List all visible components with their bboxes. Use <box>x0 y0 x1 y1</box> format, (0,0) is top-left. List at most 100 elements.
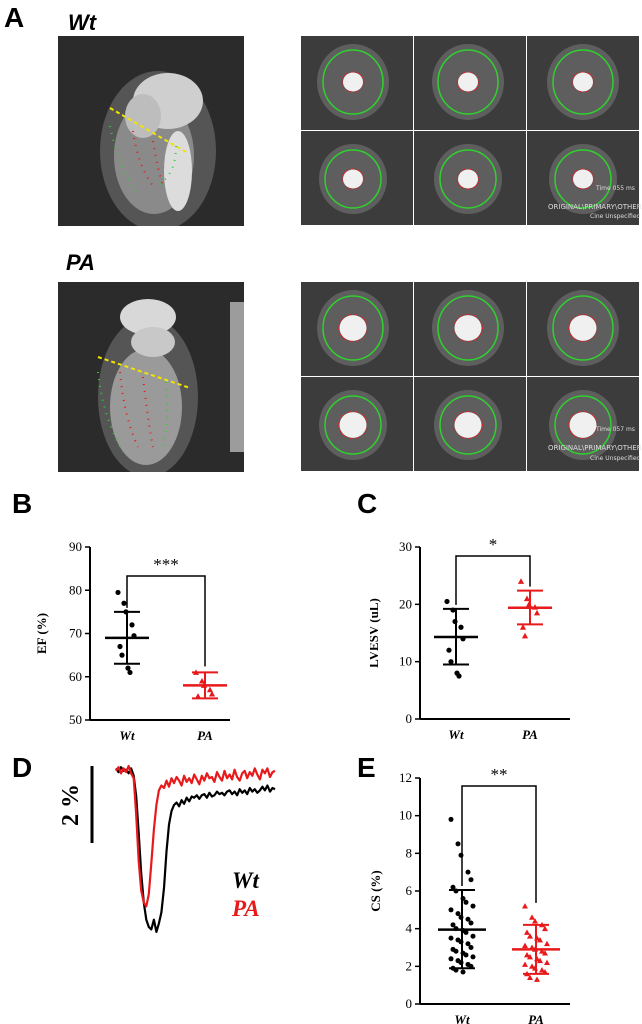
wt-slice-4 <box>301 131 413 225</box>
e-point-wt <box>470 903 476 909</box>
b-point-wt <box>117 643 123 650</box>
d-trace-wt <box>115 766 276 933</box>
pa-overlay-type: ORIGINAL\PRIMARY\OTHER <box>548 444 642 452</box>
b-point-wt <box>127 669 133 676</box>
e-y-tick-label: 10 <box>399 808 412 823</box>
e-point-wt <box>453 948 459 954</box>
c-y-axis-label: LVESV (uL) <box>370 598 381 668</box>
pa-long-axis-image <box>58 282 244 472</box>
c-significance-label: * <box>489 535 498 554</box>
e-point-wt <box>465 916 471 922</box>
wt-slice-2 <box>414 36 526 130</box>
b-x-category-label: Wt <box>119 728 135 743</box>
e-point-wt <box>465 941 471 947</box>
panel-label-b: B <box>12 488 33 519</box>
e-point-pa <box>527 974 533 981</box>
e-y-tick-label: 12 <box>399 770 412 785</box>
c-point-wt <box>448 659 454 665</box>
chart-calcium-traces: 2 % Wt PA <box>58 764 276 933</box>
c-x-category-label: Wt <box>448 727 464 742</box>
wt-slice-3 <box>527 36 639 130</box>
e-significance-bracket <box>461 785 537 903</box>
e-point-pa <box>522 961 528 967</box>
b-y-axis-label: EF (%) <box>34 613 49 654</box>
pa-overlay-time: Time 057 ms <box>596 426 635 433</box>
e-point-pa <box>529 963 535 969</box>
b-y-tick-label: 70 <box>69 626 82 641</box>
e-y-tick-label: 6 <box>406 883 413 898</box>
b-point-wt <box>125 665 131 671</box>
e-point-pa <box>527 953 533 960</box>
e-point-pa <box>537 936 543 943</box>
c-y-tick-label: 20 <box>399 596 412 611</box>
pa-slice-2 <box>414 282 526 376</box>
b-y-tick-label: 50 <box>69 712 82 727</box>
e-point-wt <box>470 954 476 960</box>
c-point-pa <box>533 609 541 616</box>
panel-label-e: E <box>357 752 376 783</box>
e-point-pa <box>539 967 545 973</box>
e-point-wt <box>455 841 461 847</box>
b-y-tick-label: 90 <box>69 539 82 554</box>
chart-lvesv: 0 10 20 30 LVESV (uL) Wt PA * <box>370 535 570 742</box>
wt-slice-1 <box>301 36 413 130</box>
e-y-tick-label: 8 <box>406 845 413 860</box>
e-point-wt <box>448 935 454 941</box>
c-significance-bracket <box>455 555 531 605</box>
pa-slice-6 <box>527 377 639 471</box>
c-point-wt <box>444 598 450 605</box>
e-point-pa <box>542 925 548 932</box>
e-point-pa <box>542 950 548 956</box>
b-x-category-label: PA <box>197 728 213 743</box>
e-point-pa <box>532 918 538 924</box>
panel-label-d: D <box>12 752 33 783</box>
e-point-pa <box>529 914 535 920</box>
pa-slice-4 <box>301 377 413 471</box>
mri-group-label-wt: Wt <box>68 10 97 35</box>
c-point-pa <box>517 578 525 584</box>
e-point-wt <box>463 952 469 958</box>
b-significance-bracket <box>126 575 206 667</box>
e-point-pa <box>537 957 543 964</box>
e-point-wt <box>468 877 474 883</box>
b-point-wt <box>129 622 135 628</box>
b-point-wt <box>121 600 127 606</box>
e-point-wt <box>460 969 466 975</box>
c-y-tick-label: 10 <box>399 654 412 669</box>
panel-label-a: A <box>4 2 25 33</box>
e-point-wt <box>450 922 456 928</box>
c-point-pa <box>523 595 531 602</box>
b-point-wt <box>119 652 125 658</box>
c-point-wt <box>458 624 464 630</box>
b-point-wt <box>115 589 121 596</box>
e-point-pa <box>534 976 540 982</box>
e-point-pa <box>522 903 528 909</box>
c-point-wt <box>446 647 452 653</box>
c-point-pa <box>519 624 527 630</box>
b-point-pa <box>194 693 202 699</box>
pa-slice-5 <box>414 377 526 471</box>
chart-ef: 50 60 70 80 90 EF (%) Wt PA *** <box>34 539 230 743</box>
e-point-wt <box>468 920 474 926</box>
e-y-axis-label: CS (%) <box>370 870 383 912</box>
d-legend-pa: PA <box>231 896 260 921</box>
e-point-wt <box>450 884 456 890</box>
e-point-wt <box>448 956 454 962</box>
e-y-tick-label: 0 <box>406 996 413 1011</box>
d-legend-wt: Wt <box>232 868 259 893</box>
e-point-wt <box>470 933 476 939</box>
c-point-pa <box>521 632 529 639</box>
e-point-pa <box>527 933 533 939</box>
wt-overlay-type: ORIGINAL\PRIMARY\OTHER <box>548 203 642 211</box>
e-point-wt <box>448 907 454 913</box>
d-trace-pa <box>115 764 276 908</box>
chart-cs: 0 2 4 6 8 10 12 CS (%) Wt PA ** <box>370 765 570 1024</box>
c-y-tick-label: 30 <box>399 539 412 554</box>
d-scale-bar-label: 2 % <box>58 784 84 826</box>
c-x-category-label: PA <box>522 727 538 742</box>
e-y-tick-label: 4 <box>406 921 413 936</box>
e-point-pa <box>544 959 550 965</box>
wt-short-axis-grid <box>301 36 641 226</box>
wt-overlay-cine: Cine Unspecified <box>590 213 641 220</box>
panel-label-c: C <box>357 488 378 519</box>
